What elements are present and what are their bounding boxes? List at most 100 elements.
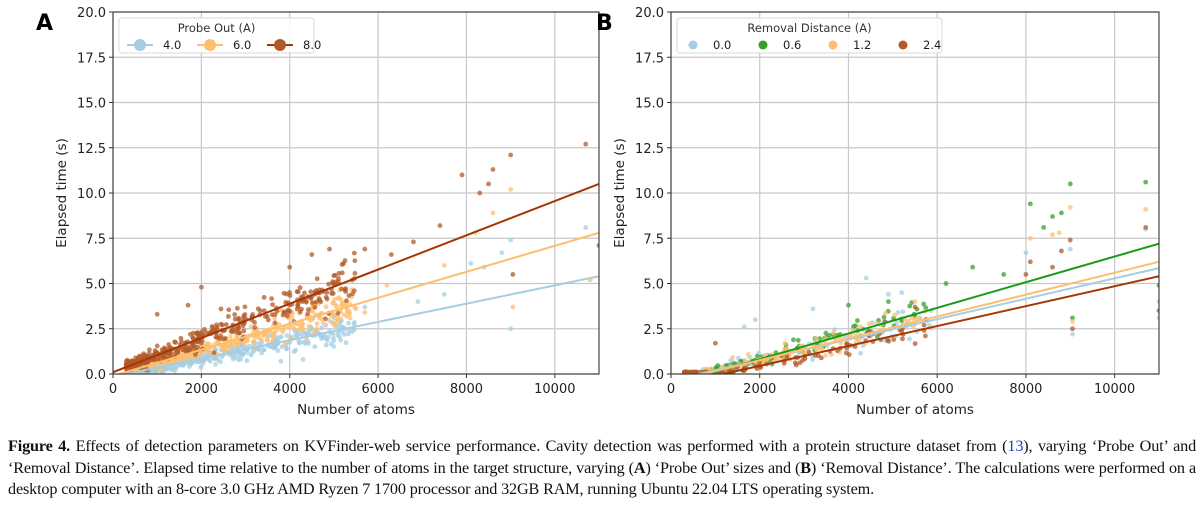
legend-marker-icon: [274, 39, 286, 51]
scatter-point-4.0: [351, 319, 357, 325]
scatter-point-1.2: [892, 312, 898, 318]
legend-label: 0.0: [713, 38, 731, 52]
chart-panel-a: 0 2000 4000 6000 8000 10000 0.0 2.5 5.0 7.5 10.0 12…: [36, 6, 600, 418]
scatter-point-8.0: [287, 293, 293, 298]
reference-link[interactable]: 13: [1007, 437, 1024, 455]
scatter-point-8.0: [297, 285, 303, 291]
scatter-point-6.0: [353, 306, 359, 312]
scatter-point-6.0: [272, 329, 278, 335]
scatter-point-8.0: [583, 141, 589, 147]
scatter-point-8.0: [220, 336, 226, 342]
scatter-point-8.0: [302, 290, 307, 296]
scatter-point-2.4: [1050, 264, 1055, 270]
scatter-point-6.0: [272, 315, 278, 321]
scatter-point-6.0: [362, 310, 368, 315]
scatter-point-6.0: [248, 324, 254, 330]
x-tick-label: 10000: [534, 382, 575, 397]
scatter-point-4.0: [468, 261, 474, 266]
scatter-point-8.0: [232, 316, 238, 322]
legend-marker-icon: [758, 40, 768, 50]
scatter-point-0.6: [970, 264, 976, 270]
scatter-point-6.0: [508, 186, 514, 192]
scatter-point-8.0: [327, 246, 332, 252]
scatter-point-1.2: [745, 352, 751, 357]
scatter-point-8.0: [362, 246, 368, 252]
caption-text-3: ) ‘Probe Out’ sizes and (: [645, 458, 801, 477]
scatter-point-4.0: [346, 320, 351, 326]
scatter-point-0.0: [899, 290, 905, 295]
scatter-point-4.0: [261, 347, 267, 353]
scatter-point-8.0: [316, 296, 322, 301]
scatter-point-8.0: [287, 308, 293, 314]
legend-item-1.2: 1.2: [828, 38, 871, 52]
scatter-point-0.0: [1156, 315, 1159, 321]
scatter-point-8.0: [281, 310, 287, 316]
scatter-point-4.0: [284, 333, 290, 338]
scatter-point-8.0: [193, 331, 199, 337]
scatter-layer: [681, 179, 1159, 374]
scatter-point-6.0: [204, 342, 209, 348]
scatter-point-8.0: [411, 239, 416, 245]
legend-marker-icon: [828, 40, 838, 50]
y-tick-label: 17.5: [77, 51, 106, 66]
scatter-point-8.0: [242, 312, 248, 317]
scatter-point-6.0: [286, 325, 292, 331]
scatter-point-8.0: [287, 264, 293, 270]
trend-line-4.0: [125, 275, 599, 374]
scatter-point-0.0: [858, 350, 864, 356]
scatter-point-4.0: [236, 352, 242, 358]
scatter-point-8.0: [596, 243, 599, 248]
scatter-point-8.0: [255, 306, 261, 312]
scatter-point-6.0: [280, 329, 286, 335]
scatter-point-8.0: [309, 252, 315, 257]
scatter-point-4.0: [508, 326, 514, 332]
scatter-point-4.0: [187, 364, 192, 369]
scatter-point-8.0: [508, 152, 514, 158]
scatter-point-2.4: [815, 353, 821, 359]
scatter-point-2.4: [781, 360, 787, 366]
scatter-point-0.6: [846, 302, 851, 308]
figure: 0 2000 4000 6000 8000 10000 0.0 2.5 5.0 7.5 10.0 12…: [36, 6, 1160, 418]
scatter-point-6.0: [181, 355, 187, 361]
scatter-point-8.0: [154, 311, 160, 317]
y-tick-label: 0.0: [85, 368, 106, 383]
scatter-point-4.0: [583, 224, 589, 230]
trend-line-6.0: [118, 231, 599, 374]
scatter-point-2.4: [793, 362, 799, 368]
scatter-point-8.0: [310, 300, 315, 306]
scatter-point-1.2: [1027, 235, 1033, 241]
scatter-point-8.0: [226, 307, 232, 313]
scatter-point-4.0: [415, 299, 421, 304]
scatter-point-0.6: [885, 299, 891, 304]
scatter-point-6.0: [317, 315, 322, 321]
scatter-point-6.0: [297, 323, 303, 328]
scatter-point-2.4: [843, 350, 849, 356]
legend-marker-icon: [134, 39, 146, 51]
figure-caption: Figure 4. Effects of detection parameter…: [8, 436, 1196, 501]
scatter-point-1.2: [1143, 206, 1149, 212]
scatter-point-0.6: [1059, 210, 1064, 216]
scatter-point-6.0: [175, 358, 181, 363]
panel-label: A: [36, 11, 53, 36]
scatter-point-4.0: [300, 357, 306, 362]
scatter-point-2.4: [886, 338, 892, 344]
scatter-point-0.6: [881, 314, 887, 320]
scatter-point-2.4: [1059, 248, 1064, 254]
scatter-point-8.0: [333, 279, 339, 285]
caption-text-4: ) ‘Removal Distance’. The calculations w…: [8, 458, 1196, 499]
scatter-point-8.0: [344, 298, 349, 304]
scatter-point-1.2: [814, 347, 820, 353]
x-tick-label: 10000: [1094, 382, 1135, 397]
scatter-point-8.0: [155, 356, 161, 362]
scatter-point-8.0: [305, 307, 311, 313]
trend-line-8.0: [113, 183, 599, 374]
scatter-point-4.0: [279, 344, 285, 350]
scatter-point-1.2: [813, 335, 819, 341]
scatter-point-6.0: [332, 297, 337, 302]
scatter-point-8.0: [308, 289, 314, 295]
scatter-point-8.0: [179, 339, 184, 345]
scatter-point-8.0: [343, 286, 349, 292]
scatter-point-0.0: [885, 291, 891, 297]
scatter-point-8.0: [351, 250, 357, 256]
scatter-point-8.0: [269, 296, 275, 302]
